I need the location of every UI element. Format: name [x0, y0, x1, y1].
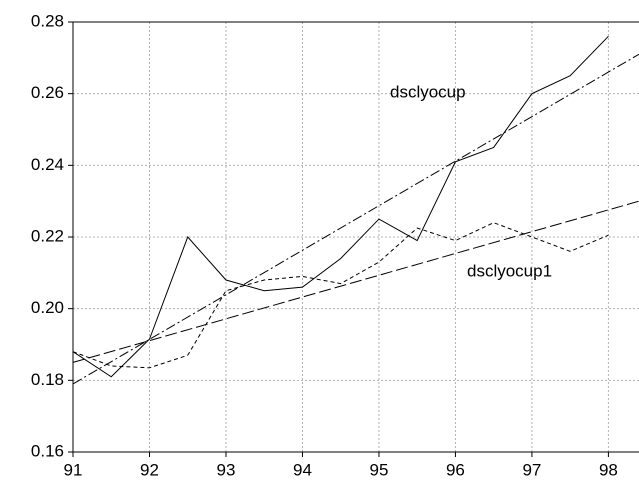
x-tick-label: 95	[369, 460, 388, 479]
x-tick-label: 96	[446, 460, 465, 479]
series-label: dsclyocup	[390, 82, 466, 101]
series-line	[72, 222, 609, 369]
y-tick-label: 0.24	[31, 155, 64, 174]
trend-line	[72, 53, 639, 385]
x-tick-label: 92	[140, 460, 159, 479]
x-tick-label: 97	[522, 460, 541, 479]
y-tick-label: 0.26	[31, 83, 64, 102]
plot-frame	[72, 21, 639, 452]
series-line	[72, 35, 609, 378]
y-tick-label: 0.20	[31, 298, 64, 317]
y-tick-label: 0.28	[31, 11, 64, 30]
series-label: dsclyocup1	[467, 261, 552, 280]
trend-line	[72, 200, 639, 363]
x-tick-label: 93	[217, 460, 236, 479]
y-tick-label: 0.22	[31, 226, 64, 245]
x-tick-label: 94	[293, 460, 312, 479]
x-tick-label: 91	[64, 460, 83, 479]
y-tick-label: 0.16	[31, 441, 64, 460]
y-tick-label: 0.18	[31, 370, 64, 389]
x-tick-label: 98	[599, 460, 618, 479]
